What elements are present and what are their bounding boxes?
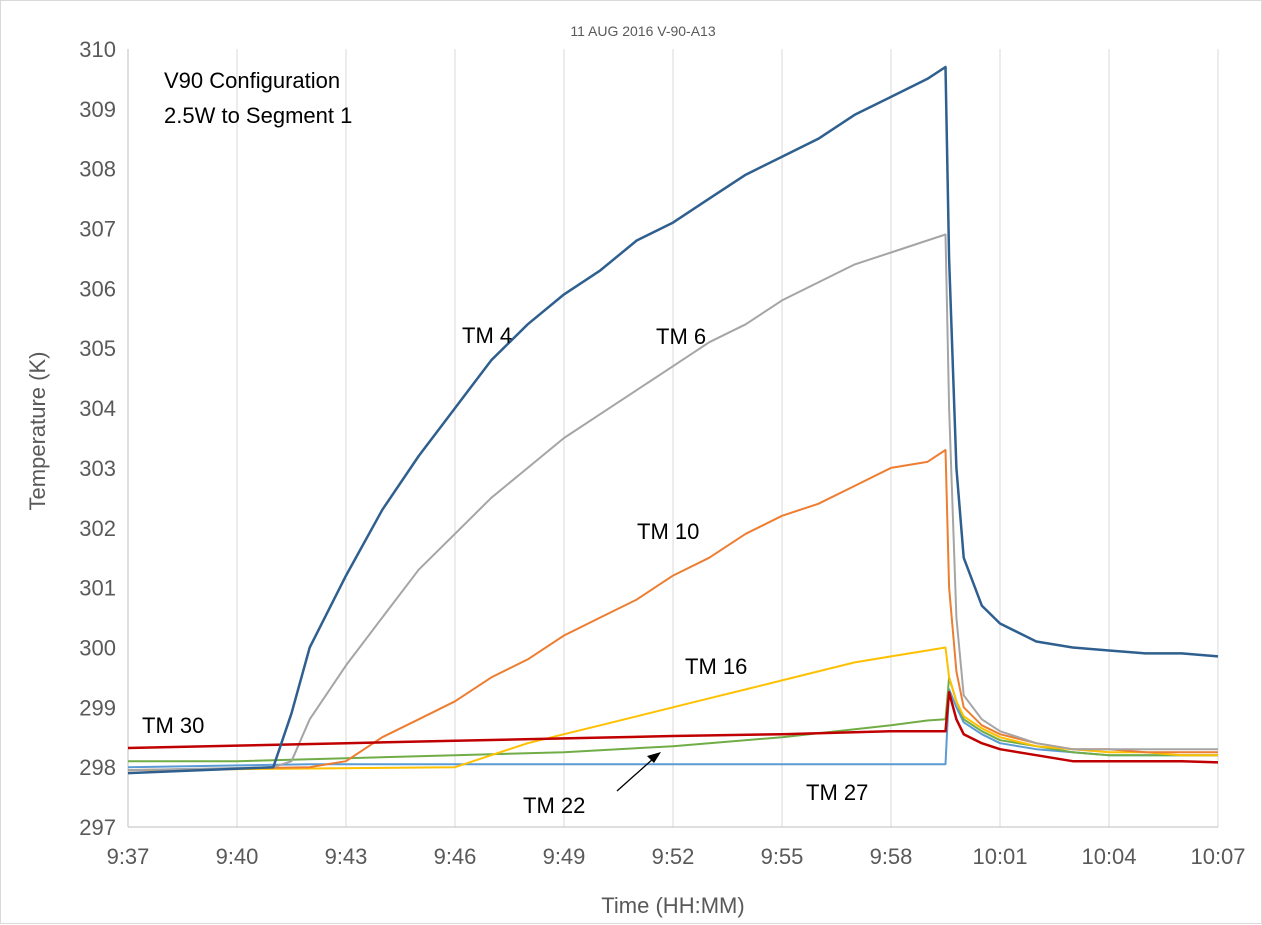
series-lines [127, 65, 1219, 775]
y-tick-label: 301 [79, 576, 116, 601]
x-tick-label: 9:58 [870, 844, 913, 869]
x-tick-label: 9:40 [216, 844, 259, 869]
annotation-configuration: V90 Configuration [164, 68, 340, 93]
series-label-tm-27: TM 27 [806, 780, 868, 805]
x-tick-label: 9:43 [325, 844, 368, 869]
x-tick-label: 9:49 [543, 844, 586, 869]
x-tick-label: 10:07 [1190, 844, 1245, 869]
x-tick-label: 9:46 [434, 844, 477, 869]
series-label-tm-10: TM 10 [637, 519, 699, 544]
y-tick-label: 306 [79, 276, 116, 301]
y-tick-label: 304 [79, 396, 116, 421]
y-tick-label: 310 [79, 37, 116, 62]
y-tick-label: 299 [79, 695, 116, 720]
series-label-tm-4: TM 4 [462, 323, 512, 348]
y-tick-label: 303 [79, 456, 116, 481]
x-tick-label: 9:55 [761, 844, 804, 869]
y-axis-title: Temperature (K) [25, 352, 50, 511]
tm22-arrow-head [647, 752, 661, 763]
x-tick-label: 10:04 [1081, 844, 1136, 869]
y-tick-label: 307 [79, 217, 116, 242]
series-line-tm-4 [127, 65, 1219, 775]
series-label-tm-16: TM 16 [685, 654, 747, 679]
y-tick-label: 300 [79, 635, 116, 660]
x-tick-label: 9:52 [652, 844, 695, 869]
y-tick-label: 308 [79, 157, 116, 182]
series-label-tm-6: TM 6 [656, 324, 706, 349]
y-tick-label: 309 [79, 97, 116, 122]
y-tick-label: 298 [79, 755, 116, 780]
x-axis-title: Time (HH:MM) [601, 893, 744, 918]
series-line-tm-6 [127, 233, 1218, 772]
y-tick-label: 305 [79, 336, 116, 361]
series-labels: TM 4 TM 6 TM 10 TM 16 TM 30 TM 22 TM 27 [142, 323, 868, 818]
chart-title: 11 AUG 2016 V-90-A13 [570, 23, 715, 39]
axes: 9:37 9:40 9:43 9:46 9:49 9:52 9:55 9:58 10:01 10:… [79, 37, 1245, 869]
tm22-arrow-line [616, 757, 655, 792]
series-label-tm-30: TM 30 [142, 713, 204, 738]
annotation-power: 2.5W to Segment 1 [164, 103, 352, 128]
x-tick-label: 9:37 [107, 844, 150, 869]
series-label-tm-22: TM 22 [523, 793, 585, 818]
y-tick-label: 302 [79, 516, 116, 541]
series-line-tm-30 [127, 691, 1219, 764]
y-tick-label: 297 [79, 815, 116, 840]
x-tick-label: 10:01 [972, 844, 1027, 869]
